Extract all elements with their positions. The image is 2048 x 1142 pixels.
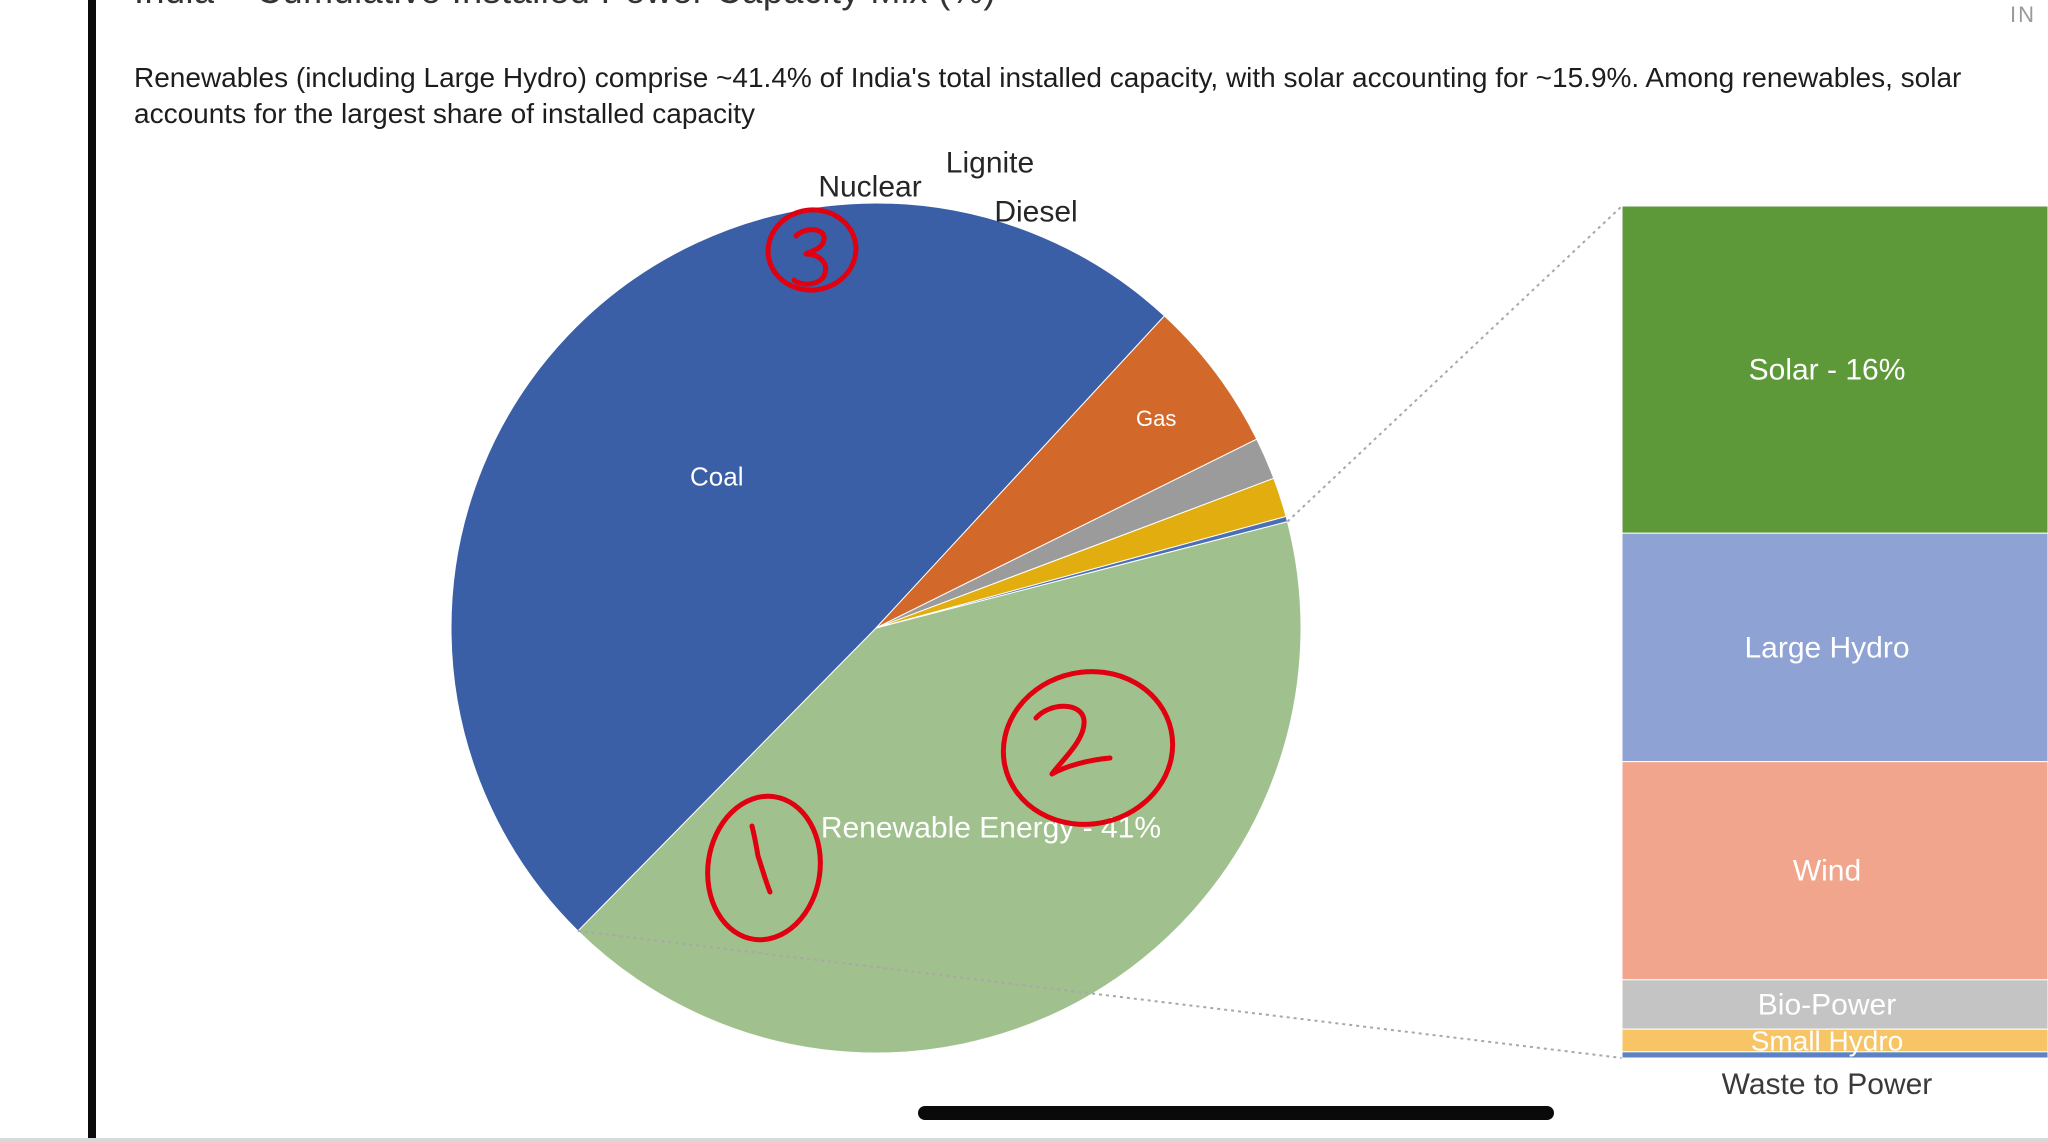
annotation-number-3-digit — [791, 227, 828, 287]
annotation-number-2 — [1000, 669, 1176, 827]
handwritten-annotations — [705, 207, 1176, 943]
bar-segment-wind — [1621, 761, 2048, 981]
slide-title: India – Cumulative Installed Power Capac… — [134, 0, 996, 12]
pie-label-diesel: Diesel — [994, 196, 1077, 229]
pie-chart — [450, 202, 1302, 1054]
pie-label-coal: Coal — [690, 461, 743, 491]
annotation-number-1 — [705, 793, 823, 943]
annotation-number-1-digit — [749, 823, 773, 895]
annotation-number-3 — [765, 207, 859, 293]
pie-label-nuclear: Nuclear — [818, 171, 921, 204]
pie-slice-renewable-energy — [577, 520, 1302, 1054]
screen-bottom-edge — [0, 1138, 2048, 1142]
annotation-number-2-circle — [1000, 669, 1176, 827]
bar-label-small-hydro: Small Hydro — [1751, 1026, 1903, 1057]
pie-label-lignite: Lignite — [946, 147, 1034, 180]
renewables-breakdown-bar — [1621, 205, 2048, 1059]
bar-segment-solar — [1621, 205, 2048, 534]
brand-logo-text: IN — [2010, 2, 2036, 27]
bar-label-large-hydro: Large Hydro — [1744, 631, 1909, 664]
pie-slice-gas — [875, 315, 1258, 629]
bar-label-wind: Wind — [1793, 855, 1861, 888]
bar-label-bio-power: Bio-Power — [1758, 988, 1896, 1021]
slide-subtitle: Renewables (including Large Hydro) compr… — [134, 62, 1962, 129]
pie-slice-coal — [450, 202, 1166, 932]
annotation-number-1-circle — [705, 793, 823, 943]
slide-left-border — [88, 0, 96, 1142]
pie-label-gas: Gas — [1136, 406, 1176, 431]
annotation-number-2-digit — [1033, 703, 1113, 777]
bar-label-waste-to-power: Waste to Power — [1722, 1068, 1933, 1101]
bar-segment-large-hydro — [1621, 532, 2048, 763]
annotation-number-3-circle — [765, 207, 859, 293]
bar-segment-waste-to-power — [1621, 1051, 2048, 1059]
pie-slice-diesel — [875, 515, 1289, 629]
pie-to-bar-connectors — [577, 205, 1623, 1059]
home-indicator[interactable] — [918, 1106, 1554, 1120]
connector-line-top — [1286, 205, 1623, 523]
chart-labels: Renewable Energy - 41% Coal Gas Nuclear Lign… — [690, 147, 1932, 1102]
connector-line-bottom — [577, 929, 1623, 1059]
pie-label-renewable-energy: Renewable Energy - 41% — [821, 812, 1161, 845]
bar-label-solar: Solar - 16% — [1749, 354, 1906, 387]
bar-segment-bio-power — [1621, 979, 2048, 1030]
